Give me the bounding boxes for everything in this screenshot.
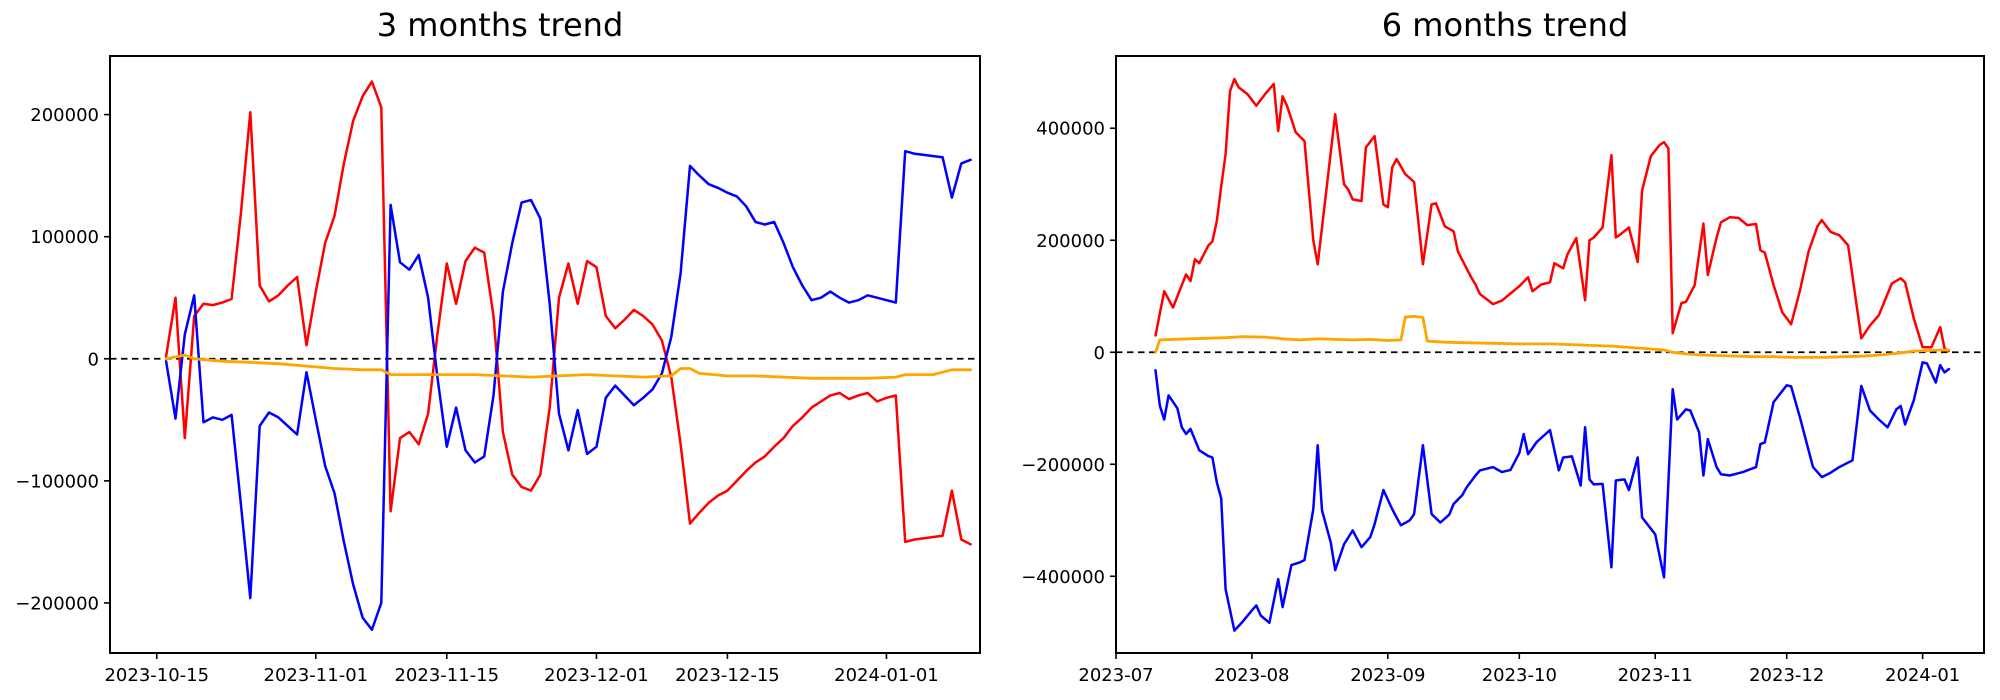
x-tick-label: 2023-07 — [1078, 665, 1153, 686]
chart-title-3-months: 3 months trend — [376, 6, 624, 44]
y-tick-label: −100000 — [15, 471, 99, 492]
plot-frame — [1115, 55, 1985, 654]
chart-svg-3-months: −200000 −100000 0 100000 200000 2023-10-15 202… — [15, 55, 981, 686]
chart-panel-3-months: 3 months trend −200000 −100000 0 100000 2000… — [15, 6, 981, 686]
chart-title-6-months: 6 months trend — [1381, 6, 1629, 44]
series-orange-line — [164, 353, 972, 380]
x-tick-label: 2023-11-01 — [264, 665, 369, 686]
series-blue-line — [1154, 361, 1951, 632]
y-tick-label: −200000 — [15, 593, 99, 614]
x-tick-label: 2023-10-15 — [104, 665, 209, 686]
y-tick-label: 100000 — [30, 227, 99, 248]
series-blue-line — [164, 149, 972, 632]
series-red-line — [1154, 77, 1951, 353]
y-tick-label: 0 — [1094, 343, 1105, 364]
y-tick-label: −200000 — [1021, 455, 1105, 476]
x-tick-label: 2023-12-01 — [544, 665, 649, 686]
series-orange-line — [1154, 314, 1951, 359]
x-tick-label: 2023-08 — [1214, 665, 1289, 686]
y-tick-label: −400000 — [1021, 567, 1105, 588]
x-tick-label: 2023-12-15 — [675, 665, 780, 686]
x-tick-label: 2023-11 — [1618, 665, 1693, 686]
x-tick-label: 2023-10 — [1482, 665, 1557, 686]
x-tick-label: 2024-01 — [1885, 665, 1960, 686]
y-tick-label: 0 — [88, 349, 99, 370]
y-tick-label: 400000 — [1036, 119, 1105, 140]
chart-panel-6-months: 6 months trend −400000 −200000 0 200000 4000… — [1000, 0, 2000, 700]
x-tick-label: 2023-12 — [1749, 665, 1824, 686]
y-tick-label: 200000 — [1036, 231, 1105, 252]
chart-svg-6-months: −400000 −200000 0 200000 400000 2023-07 2023-0… — [1021, 55, 1985, 686]
plot-frame — [109, 55, 981, 654]
series-red-line — [164, 80, 972, 546]
x-tick-label: 2023-09 — [1350, 665, 1425, 686]
y-tick-label: 200000 — [30, 105, 99, 126]
x-tick-label: 2023-11-15 — [394, 665, 499, 686]
x-tick-label: 2024-01-01 — [834, 665, 939, 686]
